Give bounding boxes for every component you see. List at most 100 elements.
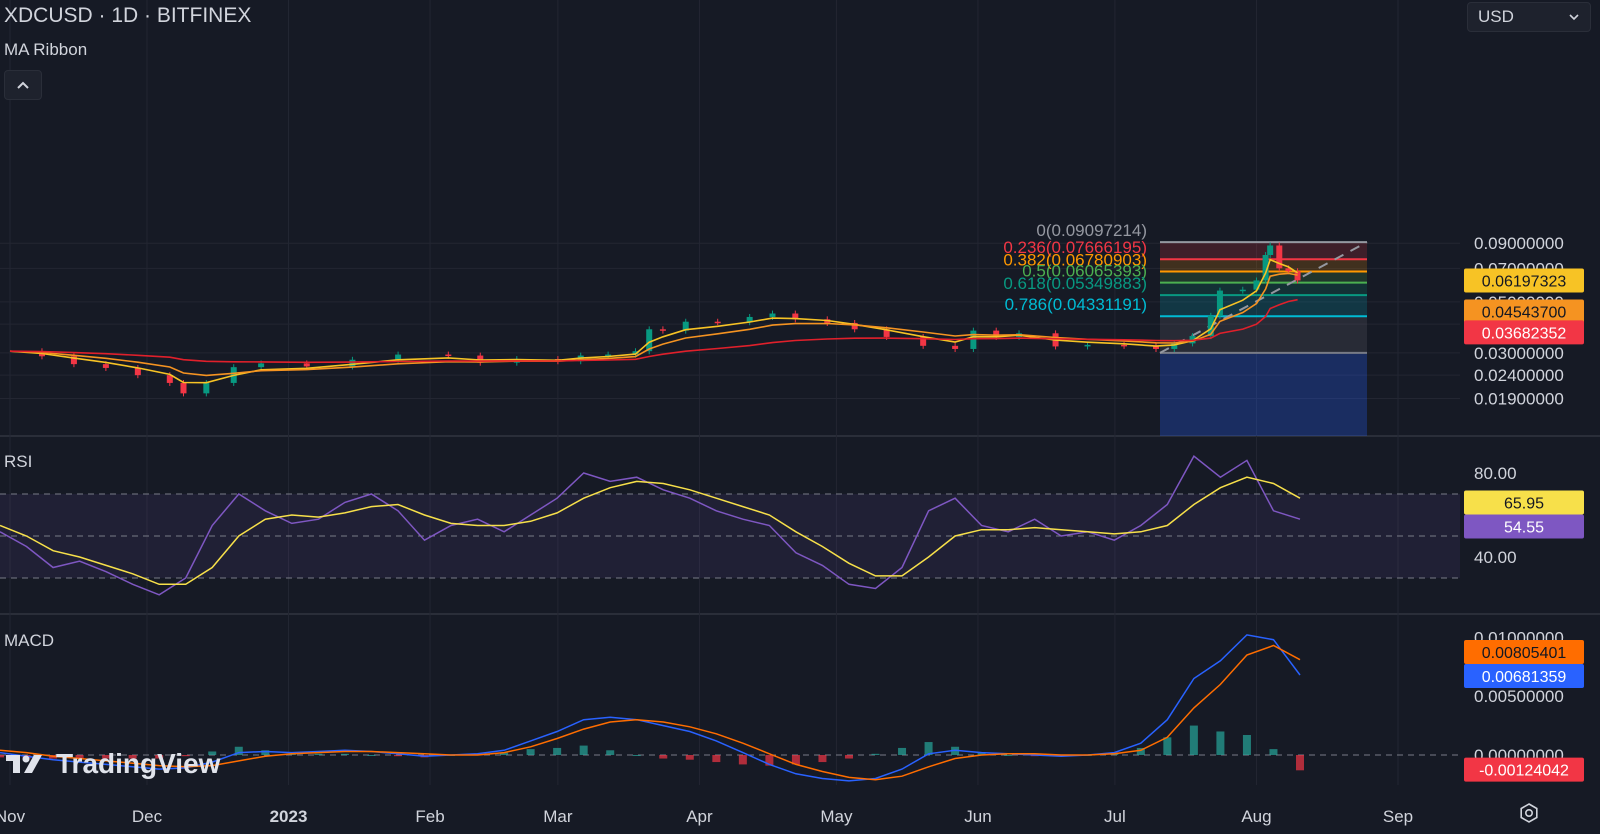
macd-histogram-bar: [393, 755, 402, 757]
rsi-badge: [1464, 490, 1584, 515]
candle-body: [1285, 268, 1292, 272]
rsi-line: [0, 455, 1301, 596]
macd-histogram-bar: [1269, 749, 1278, 755]
price-axis-label: 0.01900000: [1474, 389, 1564, 408]
macd-histogram-bar: [898, 747, 907, 755]
candle-body: [769, 313, 776, 317]
macd-histogram-bar: [977, 752, 986, 755]
macd-histogram-bar: [181, 755, 190, 757]
candle-body: [1121, 344, 1128, 347]
macd-histogram-bar: [1163, 737, 1172, 755]
time-axis-label: Nov: [0, 807, 26, 826]
candle-body: [1276, 245, 1283, 269]
collapse-button[interactable]: [4, 70, 42, 100]
candle-body: [970, 330, 977, 349]
price-axis-label: 0.09000000: [1474, 234, 1564, 253]
rsi-badge-text: 65.95: [1504, 496, 1544, 513]
macd-histogram-bar: [1296, 755, 1304, 771]
candle-body: [883, 329, 890, 337]
fib-extension-zone: [1160, 352, 1367, 436]
time-axis-label: Dec: [132, 807, 163, 826]
tradingview-logo-icon: [6, 755, 42, 773]
macd-histogram-bar: [526, 749, 535, 755]
macd-histogram-bar: [553, 747, 562, 755]
macd-histogram-bar: [102, 755, 111, 759]
macd-histogram-bar: [606, 750, 615, 755]
macd-histogram-bar: [128, 755, 137, 759]
time-axis-label: May: [820, 807, 853, 826]
macd-histogram-bar: [208, 751, 217, 755]
candle-body: [203, 382, 210, 394]
fib-trend-line: [1159, 241, 1368, 354]
fib-level-label: 0.618(0.05349883): [1003, 274, 1147, 293]
macd-histogram-bar: [261, 750, 270, 755]
time-axis-label: Apr: [686, 807, 713, 826]
macd-histogram-bar: [367, 755, 376, 756]
time-axis-label: Jun: [964, 807, 991, 826]
fib-zone: [1160, 242, 1367, 260]
candle-body: [792, 313, 799, 320]
fib-level-label: 0.382(0.06780903): [1003, 250, 1147, 269]
macd-label[interactable]: MACD: [4, 631, 55, 650]
macd-signal-line: [0, 644, 1301, 781]
candle-body: [952, 345, 959, 349]
rsi-label[interactable]: RSI: [4, 452, 33, 471]
currency-select[interactable]: USD: [1467, 2, 1591, 32]
time-axis-label: 2023: [270, 807, 308, 826]
rsi-signal-line: [0, 476, 1301, 586]
candle-body: [714, 321, 721, 324]
candle-body: [1171, 343, 1178, 349]
candle-body: [166, 375, 173, 383]
moving-average-line: [9, 272, 1298, 377]
fib-level-label: 0(0.09097214): [1036, 221, 1147, 240]
gear-icon: [1520, 803, 1538, 823]
macd-histogram-bar: [314, 753, 323, 755]
macd-histogram-bar: [844, 755, 853, 759]
ma-ribbon-label[interactable]: MA Ribbon: [4, 40, 88, 59]
macd-histogram-bar: [1216, 731, 1225, 755]
macd-histogram-bar: [818, 755, 827, 763]
candle-body: [395, 354, 402, 360]
macd-signal-badge: [1464, 640, 1584, 664]
moving-average-line: [9, 258, 1299, 384]
logo-text: TradingView: [56, 748, 221, 779]
macd-histogram-bar: [579, 745, 588, 755]
candle-body: [1294, 271, 1301, 281]
macd-histogram-bar: [659, 755, 668, 759]
fib-level-label: 0.236(0.07666195): [1003, 238, 1147, 257]
macd-histogram-bar: [1189, 725, 1198, 755]
macd-axis-label: 0.00500000: [1474, 687, 1564, 706]
price-badge-text: 0.03682352: [1482, 325, 1567, 342]
symbol-title[interactable]: XDCUSD · 1D · BITFINEX: [4, 4, 252, 27]
settings-button[interactable]: [1518, 802, 1540, 829]
candle-body: [70, 356, 77, 365]
price-axis-label: 0.02400000: [1474, 366, 1564, 385]
price-badge-text: 0.06197323: [1482, 273, 1567, 290]
macd-histogram-bar: [871, 753, 880, 755]
candle-body: [349, 359, 356, 367]
macd-badge-text: 0.00681359: [1482, 669, 1567, 686]
time-axis-label: Mar: [543, 807, 573, 826]
macd-histogram-bar: [791, 755, 800, 765]
macd-histogram-bar: [712, 755, 721, 763]
candle-body: [632, 351, 639, 355]
macd-signal-badge-text: 0.00805401: [1482, 645, 1567, 662]
candle-body: [659, 329, 666, 331]
tradingview-logo[interactable]: TradingView: [6, 748, 220, 780]
macd-badge: [1464, 664, 1584, 688]
candle-body: [134, 367, 141, 376]
candle-body: [1262, 254, 1269, 281]
candle-body: [682, 321, 689, 331]
macd-histogram-bar: [234, 746, 243, 755]
time-axis-label: Sep: [1383, 807, 1413, 826]
macd-histogram-bar: [340, 753, 349, 755]
fib-zone: [1160, 316, 1367, 353]
macd-histogram-bar: [75, 755, 84, 759]
candle-body: [303, 363, 310, 367]
candle-body: [851, 322, 858, 330]
moving-average-line: [9, 298, 1298, 364]
macd-histogram-bar: [155, 755, 164, 759]
candle-body: [993, 330, 1000, 337]
